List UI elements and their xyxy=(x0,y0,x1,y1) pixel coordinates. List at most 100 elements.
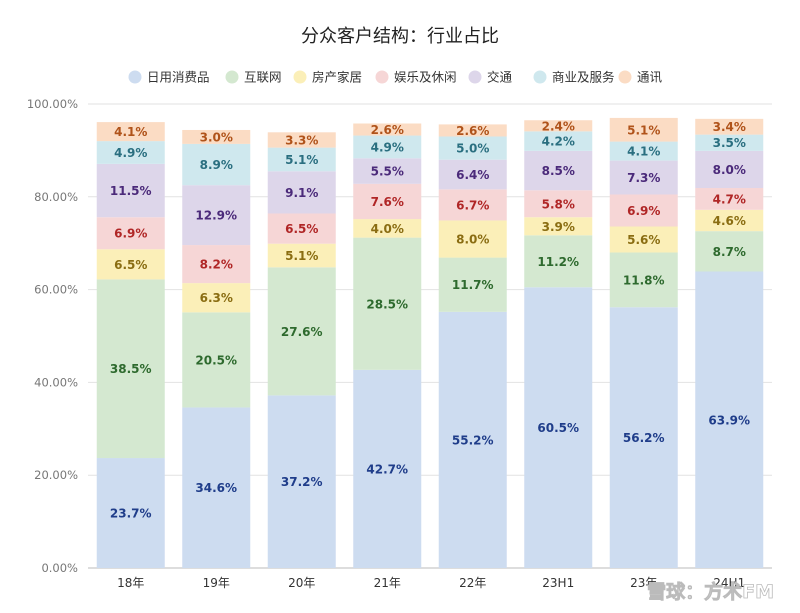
bar-segment xyxy=(438,136,507,160)
data-label: 4.1% xyxy=(114,125,147,139)
bar-segment xyxy=(353,123,422,136)
legend-label: 娱乐及休闲 xyxy=(394,70,457,85)
bar-segment xyxy=(524,120,593,132)
data-label: 9.1% xyxy=(285,186,318,200)
bar-segment xyxy=(524,235,593,288)
bar-segment xyxy=(524,150,593,191)
data-label: 28.5% xyxy=(366,297,408,311)
data-label: 8.7% xyxy=(713,245,746,259)
data-label: 4.2% xyxy=(542,135,575,149)
bar-segment xyxy=(609,117,678,142)
data-label: 5.8% xyxy=(542,197,575,211)
bar-segment xyxy=(695,134,764,151)
data-label: 63.9% xyxy=(708,413,750,427)
bar-segment xyxy=(182,312,251,408)
y-tick-label: 40.00% xyxy=(34,375,78,389)
bar-segment xyxy=(524,287,593,568)
data-label: 4.0% xyxy=(371,222,404,236)
bar-segment xyxy=(353,183,422,220)
data-label: 23.7% xyxy=(110,507,152,521)
bar-segment xyxy=(267,395,336,568)
data-label: 56.2% xyxy=(623,431,665,445)
legend-swatch xyxy=(375,70,389,84)
legend-swatch xyxy=(128,70,142,84)
data-label: 6.5% xyxy=(285,222,318,236)
data-label: 3.0% xyxy=(200,130,233,144)
data-label: 3.3% xyxy=(285,133,318,147)
data-label: 4.6% xyxy=(713,214,746,228)
data-label: 2.4% xyxy=(542,119,575,133)
data-label: 6.3% xyxy=(200,291,233,305)
data-label: 8.2% xyxy=(200,258,233,272)
bar-segment xyxy=(438,124,507,137)
bar-segment xyxy=(609,226,678,253)
data-label: 60.5% xyxy=(537,421,579,435)
legend-swatch xyxy=(225,70,239,84)
bar-segment xyxy=(267,147,336,172)
legend-label: 通讯 xyxy=(637,70,663,85)
bar-segment xyxy=(96,141,165,164)
data-label: 20.5% xyxy=(195,353,237,367)
data-label: 11.2% xyxy=(537,255,579,269)
bar-segment xyxy=(96,217,165,250)
bar-segment xyxy=(96,249,165,280)
bar-segment xyxy=(695,209,764,232)
bar-segment xyxy=(353,369,422,568)
data-label: 42.7% xyxy=(366,462,408,476)
bar-segment xyxy=(182,143,251,186)
data-label: 7.6% xyxy=(371,195,404,209)
bar-segment xyxy=(609,194,678,227)
bars: 23.7% 38.5% 6.5% 6.9% 11.5% 4.9% 4.1% 34.6% 20.5… xyxy=(96,117,764,568)
bar-segment xyxy=(267,243,336,268)
data-label: 6.4% xyxy=(456,168,489,182)
bar-segment xyxy=(695,271,764,568)
data-label: 3.4% xyxy=(713,120,746,134)
data-label: 6.5% xyxy=(114,258,147,272)
legend-label: 日用消费品 xyxy=(147,70,210,85)
x-tick-label: 23H1 xyxy=(542,576,574,590)
bar-segment xyxy=(96,279,165,459)
bar-segment xyxy=(267,213,336,244)
data-label: 5.0% xyxy=(456,142,489,156)
data-label: 7.3% xyxy=(627,171,660,185)
data-label: 5.6% xyxy=(627,233,660,247)
bar-segment xyxy=(609,307,678,568)
bar-segment xyxy=(353,219,422,238)
legend-label: 互联网 xyxy=(244,70,282,85)
data-label: 55.2% xyxy=(452,433,494,447)
legend-swatch xyxy=(468,70,482,84)
bar-segment xyxy=(695,187,764,210)
legend-swatch xyxy=(293,70,307,84)
legend-swatch xyxy=(618,70,632,84)
bar-segment xyxy=(438,257,507,312)
bar-segment xyxy=(609,141,678,161)
data-label: 5.1% xyxy=(627,123,660,137)
bar-segment xyxy=(524,190,593,218)
bar-segment xyxy=(438,311,507,568)
legend: 日用消费品 互联网 房产家居 娱乐及休闲 交通 商业及服务 通讯 xyxy=(128,70,663,85)
bar-segment xyxy=(267,267,336,396)
data-label: 37.2% xyxy=(281,475,323,489)
bar-segment xyxy=(182,129,251,144)
data-label: 8.5% xyxy=(542,164,575,178)
x-tick-label: 22年 xyxy=(459,576,486,590)
data-label: 11.5% xyxy=(110,184,152,198)
x-tick-label: 21年 xyxy=(374,576,401,590)
bar-segment xyxy=(353,135,422,159)
legend-label: 交通 xyxy=(487,70,513,85)
x-tick-label: 19年 xyxy=(203,576,230,590)
data-label: 8.9% xyxy=(200,158,233,172)
data-label: 2.6% xyxy=(371,123,404,137)
bar-segment xyxy=(524,217,593,236)
bar-segment xyxy=(267,132,336,148)
data-label: 5.1% xyxy=(285,153,318,167)
bar-segment xyxy=(182,283,251,313)
bar-segment xyxy=(182,185,251,246)
y-tick-label: 60.00% xyxy=(34,283,78,297)
data-label: 8.0% xyxy=(713,163,746,177)
data-label: 2.6% xyxy=(456,124,489,138)
y-tick-label: 0.00% xyxy=(41,561,78,575)
x-tick-label: 18年 xyxy=(117,576,144,590)
bar-segment xyxy=(96,458,165,568)
